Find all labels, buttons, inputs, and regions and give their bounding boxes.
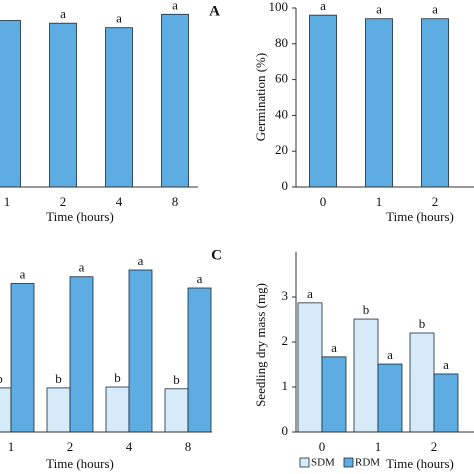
significance-letter: a [197, 271, 203, 286]
significance-letter: a [20, 266, 26, 281]
significance-letter: a [387, 347, 393, 362]
significance-letter: b [0, 371, 3, 386]
significance-letter: a [172, 0, 178, 12]
x-tick-label: 2 [60, 194, 67, 209]
significance-letter: a [443, 357, 449, 372]
y-tick-label: 3 [282, 288, 289, 303]
x-tick-label: 8 [185, 439, 192, 454]
significance-letter: a [432, 2, 438, 17]
bar [433, 373, 459, 433]
x-tick-label: 0 [319, 439, 326, 454]
bar [105, 386, 130, 433]
x-tick-label: 1 [375, 439, 382, 454]
bar [365, 18, 393, 188]
y-axis-label: Germination (%) [253, 53, 268, 141]
significance-letter: a [331, 340, 337, 355]
bar [297, 302, 323, 433]
bar [321, 356, 347, 433]
bar [69, 276, 94, 433]
significance-letter: a [138, 253, 144, 268]
bar [105, 27, 133, 188]
bar [377, 363, 403, 433]
x-tick-label: 0 [320, 194, 327, 209]
y-tick-label: 20 [275, 142, 288, 157]
bar [0, 387, 12, 433]
x-tick-label: 1 [4, 194, 11, 209]
bar [49, 22, 77, 188]
x-axis-label: Time (hours) [46, 456, 114, 471]
legend-label: RDM [355, 457, 380, 469]
legend-swatch [343, 457, 354, 468]
y-axis-label: Seedling dry mass (mg) [253, 283, 268, 407]
significance-letter: a [307, 286, 313, 301]
bar [161, 13, 189, 188]
significance-letter: b [114, 370, 121, 385]
x-tick-label: 2 [67, 439, 74, 454]
x-axis-label: Time (hours) [386, 209, 454, 224]
panel-label: A [209, 3, 220, 19]
x-tick-label: 2 [432, 194, 439, 209]
x-tick-label: 1 [8, 439, 15, 454]
significance-letter: b [173, 372, 180, 387]
significance-letter: b [363, 302, 370, 317]
y-tick-label: 0 [282, 178, 289, 193]
y-tick-label: 40 [275, 106, 288, 121]
bar [187, 287, 212, 433]
x-axis-label: Time (hours) [386, 456, 454, 471]
x-tick-label: 8 [172, 194, 179, 209]
y-tick-label: 100 [269, 0, 289, 14]
significance-letter: a [116, 11, 122, 26]
y-tick-label: 0 [282, 423, 289, 438]
significance-letter: b [55, 371, 62, 386]
bar [164, 388, 189, 433]
y-tick-label: 1 [282, 378, 289, 393]
bar [46, 387, 71, 433]
legend-swatch [299, 457, 310, 468]
x-axis-label: Time (hours) [46, 209, 114, 224]
bar [128, 269, 153, 433]
bar [309, 14, 337, 188]
significance-letter: b [419, 316, 426, 331]
bar [409, 332, 435, 433]
x-tick-label: 4 [116, 194, 123, 209]
x-tick-label: 2 [431, 439, 438, 454]
significance-letter: a [79, 260, 85, 275]
x-tick-label: 1 [376, 194, 383, 209]
y-tick-label: 80 [275, 35, 288, 50]
significance-letter: a [376, 2, 382, 17]
legend-label: SDM [311, 457, 335, 469]
significance-letter: a [320, 0, 326, 13]
bar [10, 283, 35, 433]
panel-label: C [211, 247, 222, 263]
x-tick-label: 4 [126, 439, 133, 454]
bar [421, 18, 449, 188]
y-tick-label: 60 [275, 71, 288, 86]
significance-letter: a [60, 6, 66, 21]
bar [0, 20, 21, 188]
bar [353, 318, 379, 433]
y-tick-label: 2 [282, 333, 289, 348]
